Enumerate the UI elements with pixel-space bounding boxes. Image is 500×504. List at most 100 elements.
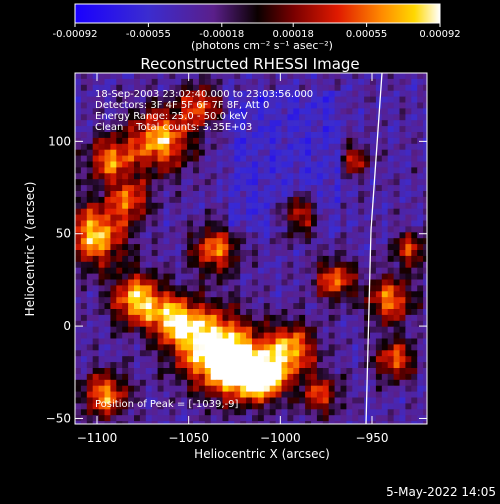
heatmap-cell (370, 96, 377, 104)
heatmap-cell (169, 385, 176, 393)
heatmap-cell (269, 149, 277, 157)
heatmap-cell (163, 149, 170, 157)
heatmap-cell (405, 220, 412, 227)
heatmap-cell (204, 320, 212, 328)
heatmap-cell (393, 244, 401, 251)
heatmap-cell (128, 244, 135, 251)
heatmap-cell (399, 96, 406, 104)
heatmap-cell (352, 326, 359, 334)
heatmap-cell (175, 385, 182, 393)
heatmap-cell (375, 273, 383, 281)
heatmap-cell (240, 220, 247, 227)
heatmap-cell (393, 214, 401, 222)
heatmap-cell (275, 309, 283, 316)
heatmap-cell (287, 102, 294, 109)
heatmap-cell (86, 238, 94, 245)
heatmap-cell (145, 356, 153, 363)
heatmap-cell (322, 238, 330, 245)
heatmap-cell (157, 356, 165, 363)
heatmap-cell (128, 167, 135, 174)
heatmap-cell (116, 385, 123, 393)
heatmap-cell (399, 391, 406, 399)
heatmap-cell (263, 161, 271, 168)
heatmap-cell (116, 120, 123, 127)
heatmap-cell (411, 132, 418, 139)
heatmap-cell (110, 421, 117, 424)
heatmap-cell (275, 403, 283, 410)
heatmap-cell (252, 250, 259, 257)
heatmap-cell (364, 167, 371, 174)
heatmap-cell (287, 202, 294, 210)
heatmap-cell (411, 155, 418, 163)
heatmap-cell (334, 421, 342, 424)
heatmap-cell (257, 102, 265, 109)
heatmap-cell (334, 155, 342, 163)
heatmap-cell (75, 273, 82, 281)
heatmap-cell (204, 379, 212, 387)
heatmap-cell (358, 415, 365, 422)
heatmap-cell (193, 102, 200, 109)
heatmap-cell (411, 261, 418, 269)
heatmap-cell (334, 320, 342, 328)
annotation-energy-range: Energy Range: 25.0 - 50.0 keV (95, 111, 248, 122)
heatmap-cell (122, 179, 129, 186)
heatmap-cell (293, 202, 300, 210)
heatmap-cell (181, 362, 188, 369)
heatmap-cell (246, 167, 253, 174)
heatmap-cell (263, 132, 271, 139)
heatmap-cell (252, 96, 259, 104)
heatmap-cell (228, 126, 235, 133)
heatmap-cell (240, 362, 247, 369)
heatmap-cell (411, 403, 418, 410)
heatmap-cell (128, 385, 135, 393)
heatmap-cell (375, 120, 383, 127)
heatmap-cell (364, 297, 371, 304)
heatmap-cell (364, 421, 371, 424)
heatmap-cell (187, 173, 194, 180)
heatmap-cell (334, 314, 342, 322)
heatmap-cell (116, 202, 123, 210)
heatmap-cell (116, 291, 123, 298)
heatmap-cell (104, 202, 111, 210)
heatmap-cell (287, 285, 294, 292)
heatmap-cell (334, 273, 342, 281)
heatmap-cell (405, 368, 412, 375)
heatmap-cell (222, 126, 229, 133)
heatmap-cell (346, 137, 353, 145)
heatmap-cell (193, 338, 200, 345)
heatmap-cell (352, 244, 359, 251)
heatmap-cell (116, 226, 123, 233)
image-annotations: 18-Sep-2003 23:02:40.000 to 23:03:56.000… (95, 89, 313, 410)
heatmap-cell (181, 220, 188, 227)
heatmap-cell (423, 373, 427, 381)
heatmap-cell (375, 238, 383, 245)
heatmap-cell (151, 244, 159, 251)
heatmap-cell (381, 108, 389, 115)
heatmap-cell (328, 84, 336, 92)
heatmap-cell (222, 108, 229, 115)
heatmap-cell (240, 202, 247, 210)
heatmap-cell (340, 155, 347, 163)
heatmap-cell (387, 403, 395, 410)
heatmap-cell (187, 149, 194, 157)
heatmap-cell (370, 314, 377, 322)
heatmap-cell (104, 385, 111, 393)
heatmap-cell (322, 267, 330, 275)
heatmap-cell (340, 409, 347, 416)
heatmap-cell (346, 96, 353, 104)
heatmap-cell (370, 291, 377, 298)
heatmap-cell (387, 214, 395, 222)
heatmap-cell (358, 362, 365, 369)
heatmap-cell (252, 267, 259, 275)
heatmap-cell (364, 78, 371, 86)
heatmap-cell (311, 208, 318, 216)
heatmap-cell (204, 214, 212, 222)
heatmap-cell (299, 238, 306, 245)
heatmap-cell (139, 368, 147, 375)
heatmap-cell (381, 326, 389, 334)
heatmap-cell (275, 385, 283, 393)
heatmap-cell (387, 167, 395, 174)
heatmap-cell (122, 356, 129, 363)
heatmap-cell (145, 108, 153, 115)
